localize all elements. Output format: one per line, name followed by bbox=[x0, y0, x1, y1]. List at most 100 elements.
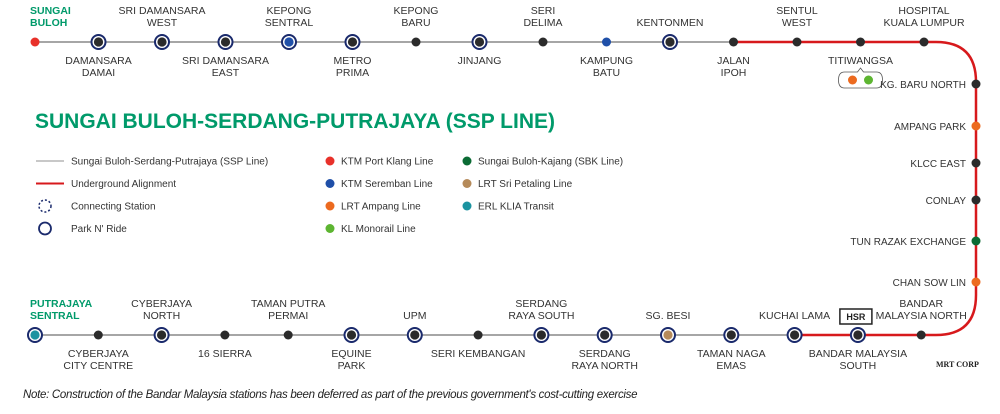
hsr-badge bbox=[839, 308, 873, 325]
station-label: PUTRAJAYA bbox=[30, 298, 93, 310]
station-label: SRI DAMANSARA bbox=[182, 55, 269, 67]
legend-item-ktm-port-klang-line: KTM Port Klang Line bbox=[325, 156, 434, 168]
legend-dot-swatch bbox=[325, 201, 335, 211]
legend-label: Underground Alignment bbox=[71, 179, 176, 190]
station-jinjang[interactable]: JINJANG bbox=[458, 34, 502, 67]
station-dot bbox=[157, 330, 167, 340]
station-conlay[interactable]: CONLAY bbox=[926, 195, 981, 208]
station-label: PERMAI bbox=[268, 310, 308, 322]
station-label: SRI DAMANSARA bbox=[119, 5, 206, 17]
station-ampang-park[interactable]: AMPANG PARK bbox=[894, 121, 981, 134]
station-dot bbox=[473, 330, 483, 340]
station-label: KG. BARU NORTH bbox=[880, 80, 966, 91]
station-kentonmen[interactable]: KENTONMEN bbox=[637, 17, 704, 50]
station-label: BANDAR bbox=[899, 298, 943, 310]
legend-item-underground-alignment: Underground Alignment bbox=[36, 179, 176, 190]
station-dot bbox=[346, 330, 357, 340]
station-dot bbox=[411, 37, 421, 47]
station-dot bbox=[157, 37, 167, 47]
station-dot bbox=[284, 37, 294, 47]
station-label: SENTRAL bbox=[30, 310, 80, 322]
station-label: SERI KEMBANGAN bbox=[431, 348, 526, 360]
connecting-station-icon bbox=[38, 199, 52, 213]
station-label: MALAYSIA NORTH bbox=[876, 310, 967, 322]
station-chan-sow-lin[interactable]: CHAN SOW LIN bbox=[893, 277, 981, 290]
station-sg-besi[interactable]: SG. BESI bbox=[646, 310, 691, 343]
legend-item-ktm-seremban-line: KTM Seremban Line bbox=[325, 179, 433, 190]
legend-dot-swatch bbox=[325, 156, 335, 166]
station-label: SENTUL bbox=[776, 5, 818, 17]
station-dot bbox=[916, 330, 926, 340]
station-label: KENTONMEN bbox=[637, 17, 704, 29]
interchange-bubble bbox=[838, 67, 883, 89]
station-label: DELIMA bbox=[523, 17, 562, 29]
station-dot bbox=[853, 330, 863, 340]
station-label: IPOH bbox=[721, 67, 747, 79]
station-label: AMPANG PARK bbox=[894, 122, 966, 133]
station-label: EQUINE bbox=[331, 348, 371, 360]
underground-track bbox=[733, 40, 978, 337]
map-title: SUNGAI BULOH-SERDANG-PUTRAJAYA (SSP LINE… bbox=[35, 110, 555, 133]
station-dot bbox=[971, 79, 981, 89]
station-dot bbox=[971, 277, 981, 287]
station-label: CITY CENTRE bbox=[63, 360, 133, 372]
station-label: CHAN SOW LIN bbox=[893, 278, 966, 289]
legend-label: LRT Ampang Line bbox=[341, 202, 421, 213]
station-label: SERDANG bbox=[515, 298, 567, 310]
station-label: BULOH bbox=[30, 17, 67, 29]
station-upm[interactable]: UPM bbox=[403, 310, 426, 343]
station-seri-kembangan[interactable]: SERI KEMBANGAN bbox=[431, 330, 526, 361]
station-dot bbox=[30, 37, 40, 47]
station-16-sierra[interactable]: 16 SIERRA bbox=[198, 330, 252, 361]
legend-item-park-n-ride: Park N' Ride bbox=[38, 221, 127, 236]
station-label: KEPONG bbox=[394, 5, 439, 17]
station-label: TITIWANGSA bbox=[828, 55, 893, 67]
station-klcc-east[interactable]: KLCC EAST bbox=[910, 158, 981, 171]
station-dot bbox=[971, 195, 981, 205]
station-dot bbox=[220, 330, 230, 340]
station-kg-baru-north[interactable]: KG. BARU NORTH bbox=[880, 79, 981, 92]
station-dot bbox=[536, 330, 547, 340]
legend-label: KL Monorail Line bbox=[341, 224, 416, 235]
station-label: PRIMA bbox=[336, 67, 369, 79]
station-kuchai-lama[interactable]: KUCHAI LAMA bbox=[759, 310, 830, 343]
legend-label: ERL KLIA Transit bbox=[478, 202, 554, 213]
interchange-dot-lrt_ampang bbox=[848, 75, 857, 85]
station-dot bbox=[347, 37, 358, 47]
station-tun-razak-exchange[interactable]: TUN RAZAK EXCHANGE bbox=[850, 236, 981, 249]
station-label: UPM bbox=[403, 310, 426, 322]
station-label: KAMPUNG bbox=[580, 55, 633, 67]
hsr-badge-label: HSR bbox=[846, 312, 866, 322]
station-dot bbox=[971, 236, 981, 246]
station-dot bbox=[971, 121, 981, 131]
station-label: CYBERJAYA bbox=[68, 348, 129, 360]
station-label: BANDAR MALAYSIA bbox=[809, 348, 907, 360]
station-label: SUNGAI bbox=[30, 5, 71, 17]
legend-dot-swatch bbox=[462, 156, 472, 166]
station-titiwangsa[interactable]: TITIWANGSA bbox=[828, 37, 893, 89]
station-dot bbox=[283, 330, 293, 340]
